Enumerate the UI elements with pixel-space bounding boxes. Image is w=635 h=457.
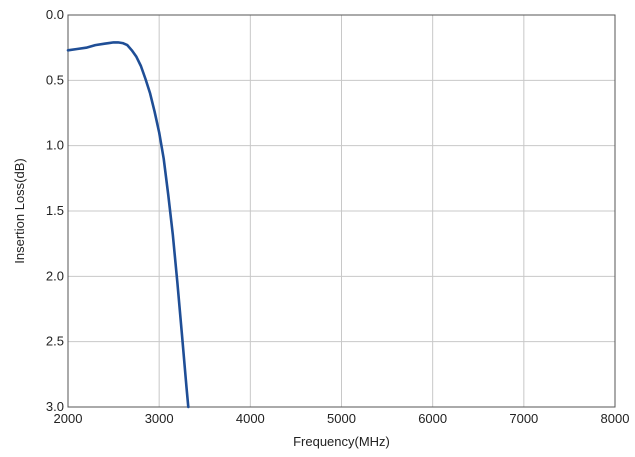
y-tick-label: 0.0 (46, 7, 64, 22)
y-tick-label: 1.5 (46, 203, 64, 218)
x-axis-label: Frequency(MHz) (293, 434, 390, 449)
y-tick-labels: 0.0 0.5 1.0 1.5 2.0 2.5 3.0 (46, 7, 64, 414)
series-group (66, 41, 190, 409)
plot-frame (67, 14, 616, 408)
y-tick-label: 0.5 (46, 72, 64, 87)
y-tick-label: 3.0 (46, 399, 64, 414)
y-tick-label: 2.5 (46, 334, 64, 349)
x-tick-labels: 2000 3000 4000 5000 6000 7000 8000 (54, 411, 630, 426)
y-tick-label: 1.0 (46, 138, 64, 153)
y-tick-label: 2.0 (46, 268, 64, 283)
x-tick-label: 8000 (601, 411, 630, 426)
x-tick-label: 4000 (236, 411, 265, 426)
y-axis-label: Insertion Loss(dB) (12, 158, 27, 264)
x-tick-label: 2000 (54, 411, 83, 426)
x-tick-label: 5000 (327, 411, 356, 426)
x-tick-label: 3000 (145, 411, 174, 426)
x-tick-label: 6000 (418, 411, 447, 426)
x-tick-label: 7000 (509, 411, 538, 426)
series-line (66, 41, 190, 409)
grid (68, 15, 615, 407)
